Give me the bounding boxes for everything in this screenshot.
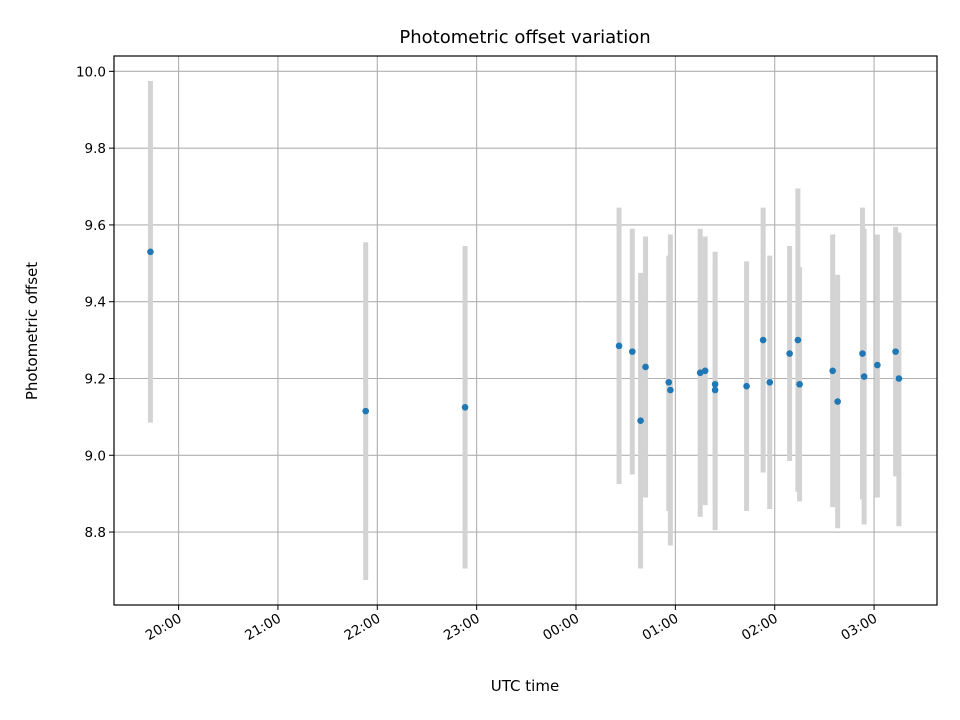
data-point — [701, 367, 709, 375]
data-point — [766, 379, 774, 386]
data-point — [461, 403, 469, 411]
data-point — [834, 398, 841, 405]
data-point — [696, 369, 704, 377]
y-tick-label: 9.0 — [85, 448, 106, 464]
data-point — [615, 342, 623, 350]
y-tick-label: 9.2 — [85, 371, 106, 387]
x-axis-title: UTC time — [491, 677, 559, 695]
y-tick-label: 9.4 — [85, 295, 106, 311]
data-point — [711, 380, 719, 388]
data-point — [786, 350, 793, 357]
y-tick-label: 8.8 — [85, 525, 106, 541]
y-axis-ticks: 8.8 9.0 9.2 9.4 9.6 9.8 10.0 — [76, 64, 114, 541]
plot-frame — [113, 55, 938, 606]
data-point — [743, 382, 750, 390]
data-point — [874, 361, 881, 369]
data-point — [895, 375, 903, 382]
data-point — [794, 336, 802, 344]
y-axis-title: Photometric offset — [23, 262, 41, 400]
y-tick-label: 9.8 — [85, 141, 106, 157]
point-layer — [147, 248, 903, 425]
data-point — [860, 373, 868, 380]
data-point — [629, 348, 636, 355]
data-point — [711, 386, 719, 394]
y-tick-label: 9.6 — [85, 218, 106, 234]
data-point — [667, 386, 674, 394]
data-point — [829, 367, 836, 375]
data-point — [892, 348, 899, 355]
data-point — [759, 336, 767, 344]
data-point — [642, 363, 649, 371]
data-point — [637, 417, 644, 425]
data-point — [147, 248, 154, 256]
y-tick-label: 10.0 — [76, 64, 106, 80]
data-point — [796, 380, 803, 388]
data-point — [665, 379, 673, 386]
data-point — [859, 350, 866, 357]
chart-title: Photometric offset variation — [399, 27, 650, 48]
data-point — [362, 407, 370, 415]
